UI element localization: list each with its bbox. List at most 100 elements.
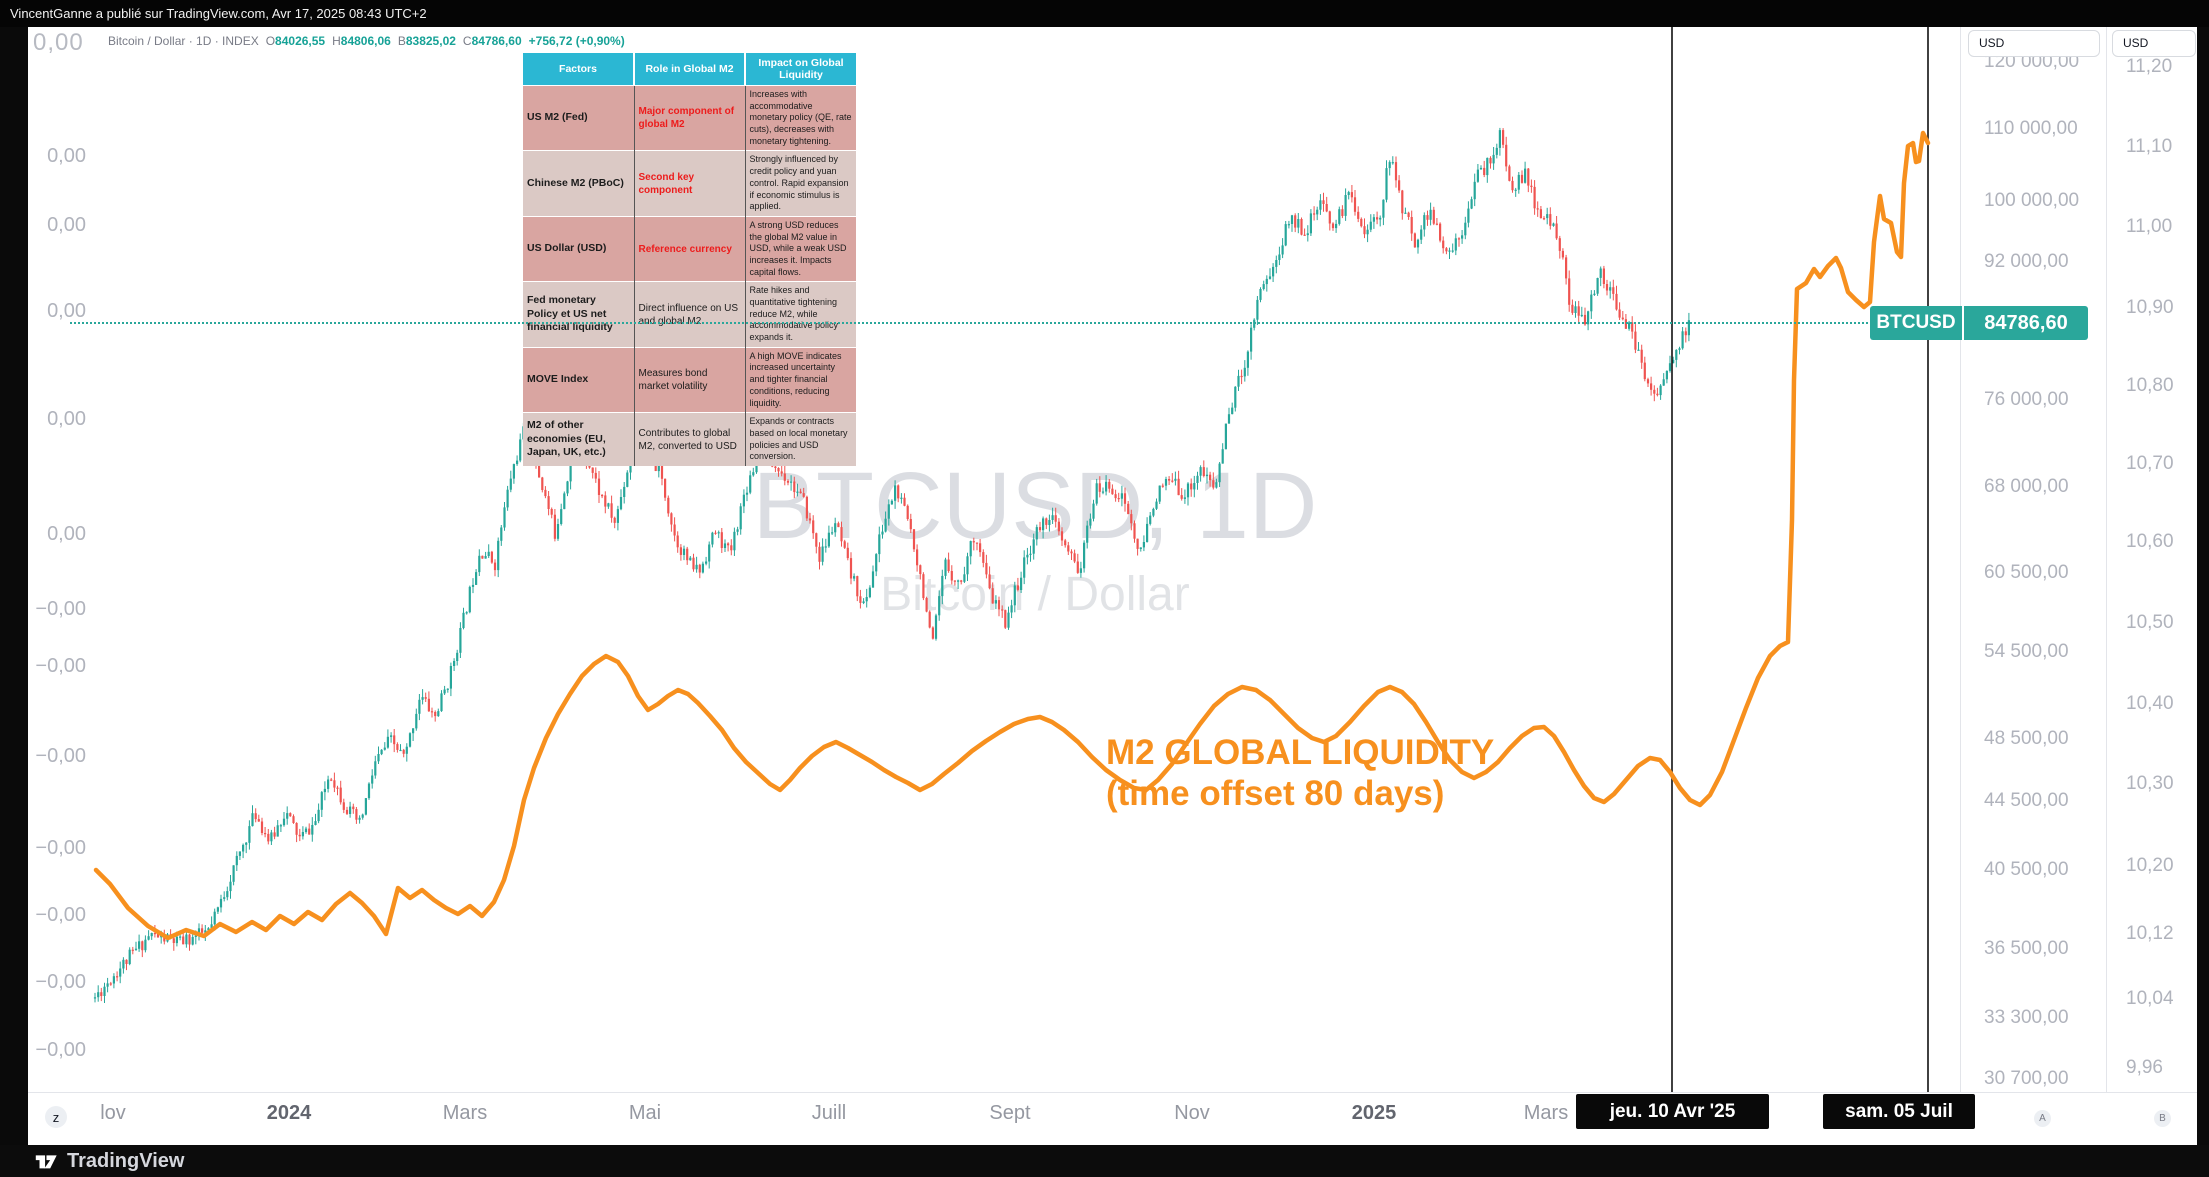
ohlc-value: 84026,55 xyxy=(275,34,326,48)
axis-b-button[interactable]: B xyxy=(2154,1110,2171,1127)
publish-banner-text: VincentGanne a publié sur TradingView.co… xyxy=(10,6,427,21)
factors-table-header-cell: Factors xyxy=(523,53,634,86)
factors-table-header-cell: Impact on Global Liquidity xyxy=(744,53,856,86)
axis-a-button[interactable]: A xyxy=(2034,1110,2051,1127)
date-annotation-tag: sam. 05 Juil xyxy=(1823,1094,1975,1129)
price-axis-tick: 30 700,00 xyxy=(1984,1068,2069,1089)
factor-cell: M2 of other economies (EU, Japan, UK, et… xyxy=(523,412,634,466)
m2-axis-tick: 10,20 xyxy=(2126,855,2174,876)
factor-cell: MOVE Index xyxy=(523,346,634,413)
impact-cell: A high MOVE indicates increased uncertai… xyxy=(744,346,856,413)
current-price-dotted-line xyxy=(70,322,1960,324)
role-cell: Measures bond market volatility xyxy=(633,346,745,413)
last-price-tag-divider xyxy=(1962,306,1964,340)
factors-table-row: M2 of other economies (EU, Japan, UK, et… xyxy=(523,412,856,466)
ohlc-value: 84806,06 xyxy=(340,34,391,48)
ohlc-prefix: H xyxy=(332,34,341,48)
impact-cell: Strongly influenced by credit policy and… xyxy=(744,150,856,217)
left-axis-tick: 0,00 xyxy=(47,300,86,322)
m2-axis-tick: 10,40 xyxy=(2126,693,2174,714)
ohlc-prefix: O xyxy=(265,34,276,48)
m2-axis-tick: 10,12 xyxy=(2126,923,2174,944)
ohlc-prefix: C xyxy=(462,34,472,48)
left-axis-tick: −0,00 xyxy=(35,655,86,677)
role-cell: Major component of global M2 xyxy=(633,84,745,151)
price-axis-border xyxy=(1960,27,1961,1092)
m2-axis-tick: 11,00 xyxy=(2126,216,2173,237)
price-axis-tick: 36 500,00 xyxy=(1984,938,2069,959)
time-axis-label[interactable]: Nov xyxy=(1174,1102,1210,1124)
price-axis-tick: 68 000,00 xyxy=(1984,476,2069,497)
time-axis-label[interactable]: Mars xyxy=(442,1102,488,1124)
left-axis-tick: −0,00 xyxy=(35,1039,86,1061)
m2-factors-table: Factors Role in Global M2 Impact on Global… xyxy=(523,53,856,466)
m2-axis-tick: 10,50 xyxy=(2126,612,2174,633)
left-axis-tick: 0,00 xyxy=(47,408,86,430)
m2-annotation-line1: M2 GLOBAL LIQUIDITY xyxy=(1106,733,1495,772)
tradingview-logo-icon[interactable] xyxy=(33,1148,59,1174)
time-axis-label[interactable]: lov xyxy=(100,1102,126,1124)
timezone-button[interactable]: z xyxy=(45,1106,67,1128)
chart-panel xyxy=(28,27,2197,1145)
factor-cell: Fed monetary Policy et US net financial … xyxy=(523,281,634,348)
price-axis-tick: 110 000,00 xyxy=(1984,118,2078,139)
last-price-tag-value: 84786,60 xyxy=(1964,306,2088,340)
price-axis-tick: 40 500,00 xyxy=(1984,859,2069,880)
last-price-tag-symbol: BTCUSD xyxy=(1870,306,1962,340)
left-axis-tick: 0,00 xyxy=(47,145,86,167)
m2-axis-tick: 11,10 xyxy=(2126,136,2173,157)
role-cell: Reference currency xyxy=(633,215,745,282)
time-axis-label[interactable]: 2025 xyxy=(1351,1102,1397,1124)
impact-cell: Expands or contracts based on local mone… xyxy=(744,412,856,466)
m2-factors-table-body: US M2 (Fed) Major component of global M2 I… xyxy=(523,84,856,466)
symbol-legend[interactable]: Bitcoin / Dollar · 1D · INDEX O84026,55 H8… xyxy=(108,34,625,48)
change-value: +756,72 (+0,90%) xyxy=(528,34,625,48)
price-axis-tick: 48 500,00 xyxy=(1984,728,2069,749)
time-axis-border xyxy=(28,1092,2197,1093)
footer-bar: TradingView xyxy=(0,1145,2209,1177)
m2-axis-currency-button[interactable]: USD xyxy=(2112,30,2196,57)
m2-annotation-line2: (time offset 80 days) xyxy=(1106,774,1445,813)
left-axis-tick: 0,00 xyxy=(47,214,86,236)
left-axis-tick: −0,00 xyxy=(35,837,86,859)
left-axis-tick: −0,00 xyxy=(35,598,86,620)
price-axis-tick: 100 000,00 xyxy=(1984,190,2080,211)
time-axis-label[interactable]: Sept xyxy=(989,1102,1031,1124)
m2-axis-tick: 10,04 xyxy=(2126,988,2174,1009)
price-axis-tick: 60 500,00 xyxy=(1984,562,2069,583)
price-axis-tick: 44 500,00 xyxy=(1984,790,2069,811)
time-axis-label[interactable]: 2024 xyxy=(266,1102,312,1124)
m2-axis-tick: 11,20 xyxy=(2126,56,2173,77)
tradingview-brand-text[interactable]: TradingView xyxy=(67,1149,185,1172)
ohlc-value: 83825,02 xyxy=(405,34,456,48)
m2-axis-border xyxy=(2106,27,2107,1092)
price-axis-tick: 33 300,00 xyxy=(1984,1007,2069,1028)
role-cell: Contributes to global M2, converted to U… xyxy=(633,412,745,466)
time-axis-label[interactable]: Mai xyxy=(628,1102,662,1124)
factor-cell: Chinese M2 (PBoC) xyxy=(523,150,634,217)
left-axis-tick: −0,00 xyxy=(35,745,86,767)
impact-cell: Increases with accommodative monetary po… xyxy=(744,84,856,151)
price-axis-currency-button[interactable]: USD xyxy=(1968,30,2100,57)
m2-axis-tick: 10,90 xyxy=(2126,297,2174,318)
factors-table-row: Chinese M2 (PBoC) Second key component Str… xyxy=(523,150,856,217)
role-cell: Direct influence on US and global M2 xyxy=(633,281,745,348)
m2-axis-tick: 10,80 xyxy=(2126,375,2174,396)
left-axis-tick: −0,00 xyxy=(35,971,86,993)
left-axis-tick: 0,00 xyxy=(47,523,86,545)
left-axis-tick: −0,00 xyxy=(35,904,86,926)
price-axis-tick: 92 000,00 xyxy=(1984,251,2069,272)
symbol-description[interactable]: Bitcoin / Dollar · 1D · INDEX xyxy=(108,34,259,48)
factor-cell: US M2 (Fed) xyxy=(523,84,634,151)
time-axis-label[interactable]: Juill xyxy=(811,1102,847,1124)
time-axis-label[interactable]: Mars xyxy=(1523,1102,1569,1124)
ohlc-value: 84786,60 xyxy=(471,34,522,48)
factors-table-row: US Dollar (USD) Reference currency A stron… xyxy=(523,215,856,282)
m2-axis-tick: 9,96 xyxy=(2126,1057,2163,1078)
ohlc-prefix: B xyxy=(397,34,406,48)
role-cell: Second key component xyxy=(633,150,745,217)
factors-table-row: MOVE Index Measures bond market volatilit… xyxy=(523,346,856,413)
factors-table-row: Fed monetary Policy et US net financial … xyxy=(523,281,856,348)
last-price-tag: BTCUSD 84786,60 xyxy=(1870,306,2088,340)
